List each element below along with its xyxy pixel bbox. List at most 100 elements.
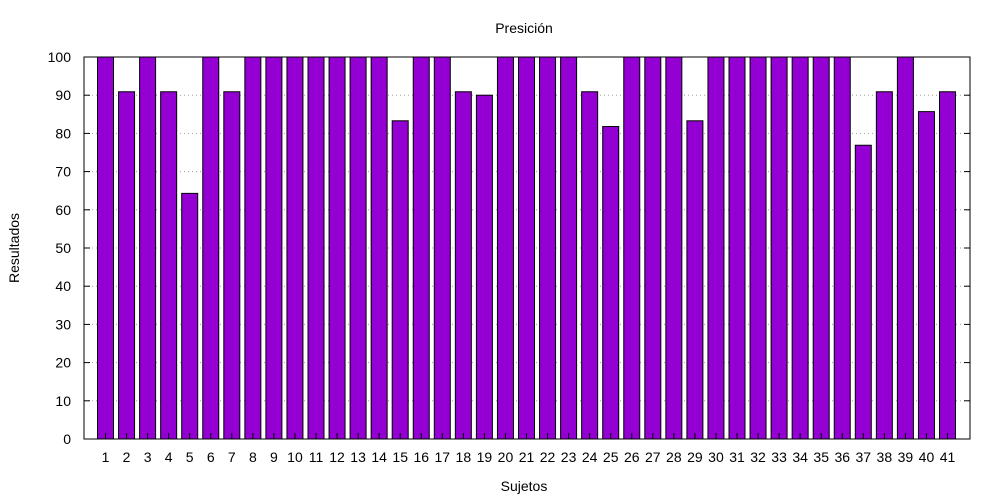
x-tick-label: 25 (603, 449, 619, 465)
x-tick-label: 8 (249, 449, 257, 465)
bars (97, 56, 956, 440)
bar (770, 56, 788, 440)
x-tick-label: 15 (392, 449, 408, 465)
x-tick-label: 36 (834, 449, 850, 465)
bar (896, 56, 914, 440)
bar (939, 91, 956, 440)
x-axis-ticks: 1 2 3 4 5 6 7 8 9 10 11 12 13 14 15 16 17 18 19 20 21 22 23 24 2… (102, 433, 956, 465)
y-tick-label: 100 (48, 49, 72, 65)
bar (728, 56, 746, 440)
bar (686, 120, 704, 440)
x-tick-label: 39 (898, 449, 914, 465)
y-tick-label: 60 (55, 202, 71, 218)
bar (475, 94, 493, 440)
bar (560, 56, 578, 440)
bar (854, 144, 872, 440)
x-tick-label: 16 (413, 449, 429, 465)
x-tick-label: 14 (371, 449, 387, 465)
bar (118, 91, 136, 440)
bar (518, 56, 535, 440)
bar (265, 56, 283, 440)
x-tick-label: 2 (123, 449, 131, 465)
bar (223, 91, 241, 440)
x-tick-label: 21 (519, 449, 535, 465)
bar (791, 56, 809, 440)
bar (181, 192, 199, 440)
y-tick-label: 20 (55, 355, 71, 371)
x-tick-label: 31 (729, 449, 745, 465)
x-tick-label: 35 (813, 449, 829, 465)
bar (454, 91, 472, 440)
x-tick-label: 18 (456, 449, 472, 465)
bar (412, 56, 430, 440)
bar (391, 120, 409, 440)
x-tick-label: 5 (186, 449, 194, 465)
y-tick-label: 0 (63, 431, 71, 447)
x-axis-title: Sujetos (501, 478, 548, 494)
bar (202, 56, 220, 440)
y-tick-label: 40 (55, 278, 71, 294)
bar (328, 56, 346, 440)
y-tick-label: 30 (55, 316, 71, 332)
bar (307, 56, 325, 440)
x-tick-label: 27 (645, 449, 661, 465)
x-tick-label: 19 (477, 449, 493, 465)
bar (139, 56, 157, 440)
x-tick-label: 6 (207, 449, 215, 465)
x-tick-label: 17 (435, 449, 451, 465)
bar (286, 56, 304, 440)
bar (707, 56, 725, 440)
bar (496, 56, 514, 440)
x-tick-label: 38 (877, 449, 893, 465)
x-tick-label: 41 (940, 449, 956, 465)
x-tick-label: 29 (687, 449, 703, 465)
y-axis-ticks: 0 10 20 30 40 50 60 70 80 90 100 (48, 49, 970, 447)
bar (833, 56, 851, 440)
bar (433, 56, 451, 440)
x-tick-label: 32 (750, 449, 766, 465)
y-tick-label: 90 (55, 87, 71, 103)
bar (539, 56, 557, 440)
x-tick-label: 1 (102, 449, 110, 465)
chart-title: Presición (495, 20, 553, 36)
x-tick-label: 33 (771, 449, 787, 465)
y-tick-label: 50 (55, 240, 71, 256)
bar (665, 56, 683, 440)
x-tick-label: 26 (624, 449, 640, 465)
bar (623, 56, 641, 440)
x-tick-label: 9 (270, 449, 278, 465)
x-tick-label: 10 (287, 449, 303, 465)
x-tick-label: 7 (228, 449, 236, 465)
x-tick-label: 40 (919, 449, 935, 465)
x-tick-label: 23 (561, 449, 577, 465)
bar (244, 56, 262, 440)
plot-border (83, 56, 971, 440)
bar (97, 56, 114, 440)
x-tick-label: 24 (582, 449, 598, 465)
x-tick-label: 20 (498, 449, 514, 465)
x-tick-label: 37 (856, 449, 872, 465)
y-axis-title: Resultados (6, 213, 22, 283)
bar (160, 91, 178, 440)
bar (917, 111, 935, 440)
bar (749, 56, 767, 440)
x-tick-label: 34 (792, 449, 808, 465)
bar (812, 56, 830, 440)
y-tick-label: 10 (55, 393, 71, 409)
x-tick-label: 28 (666, 449, 682, 465)
x-tick-label: 22 (540, 449, 556, 465)
x-tick-label: 12 (329, 449, 345, 465)
x-tick-label: 4 (165, 449, 173, 465)
bar (875, 91, 893, 440)
bar (370, 56, 388, 440)
bar (644, 56, 662, 440)
y-tick-label: 80 (55, 125, 71, 141)
bar (602, 126, 620, 440)
bar (581, 91, 599, 440)
y-tick-label: 70 (55, 164, 71, 180)
x-tick-label: 11 (309, 449, 324, 465)
bar (349, 56, 367, 440)
x-tick-label: 13 (350, 449, 366, 465)
x-tick-label: 3 (144, 449, 152, 465)
